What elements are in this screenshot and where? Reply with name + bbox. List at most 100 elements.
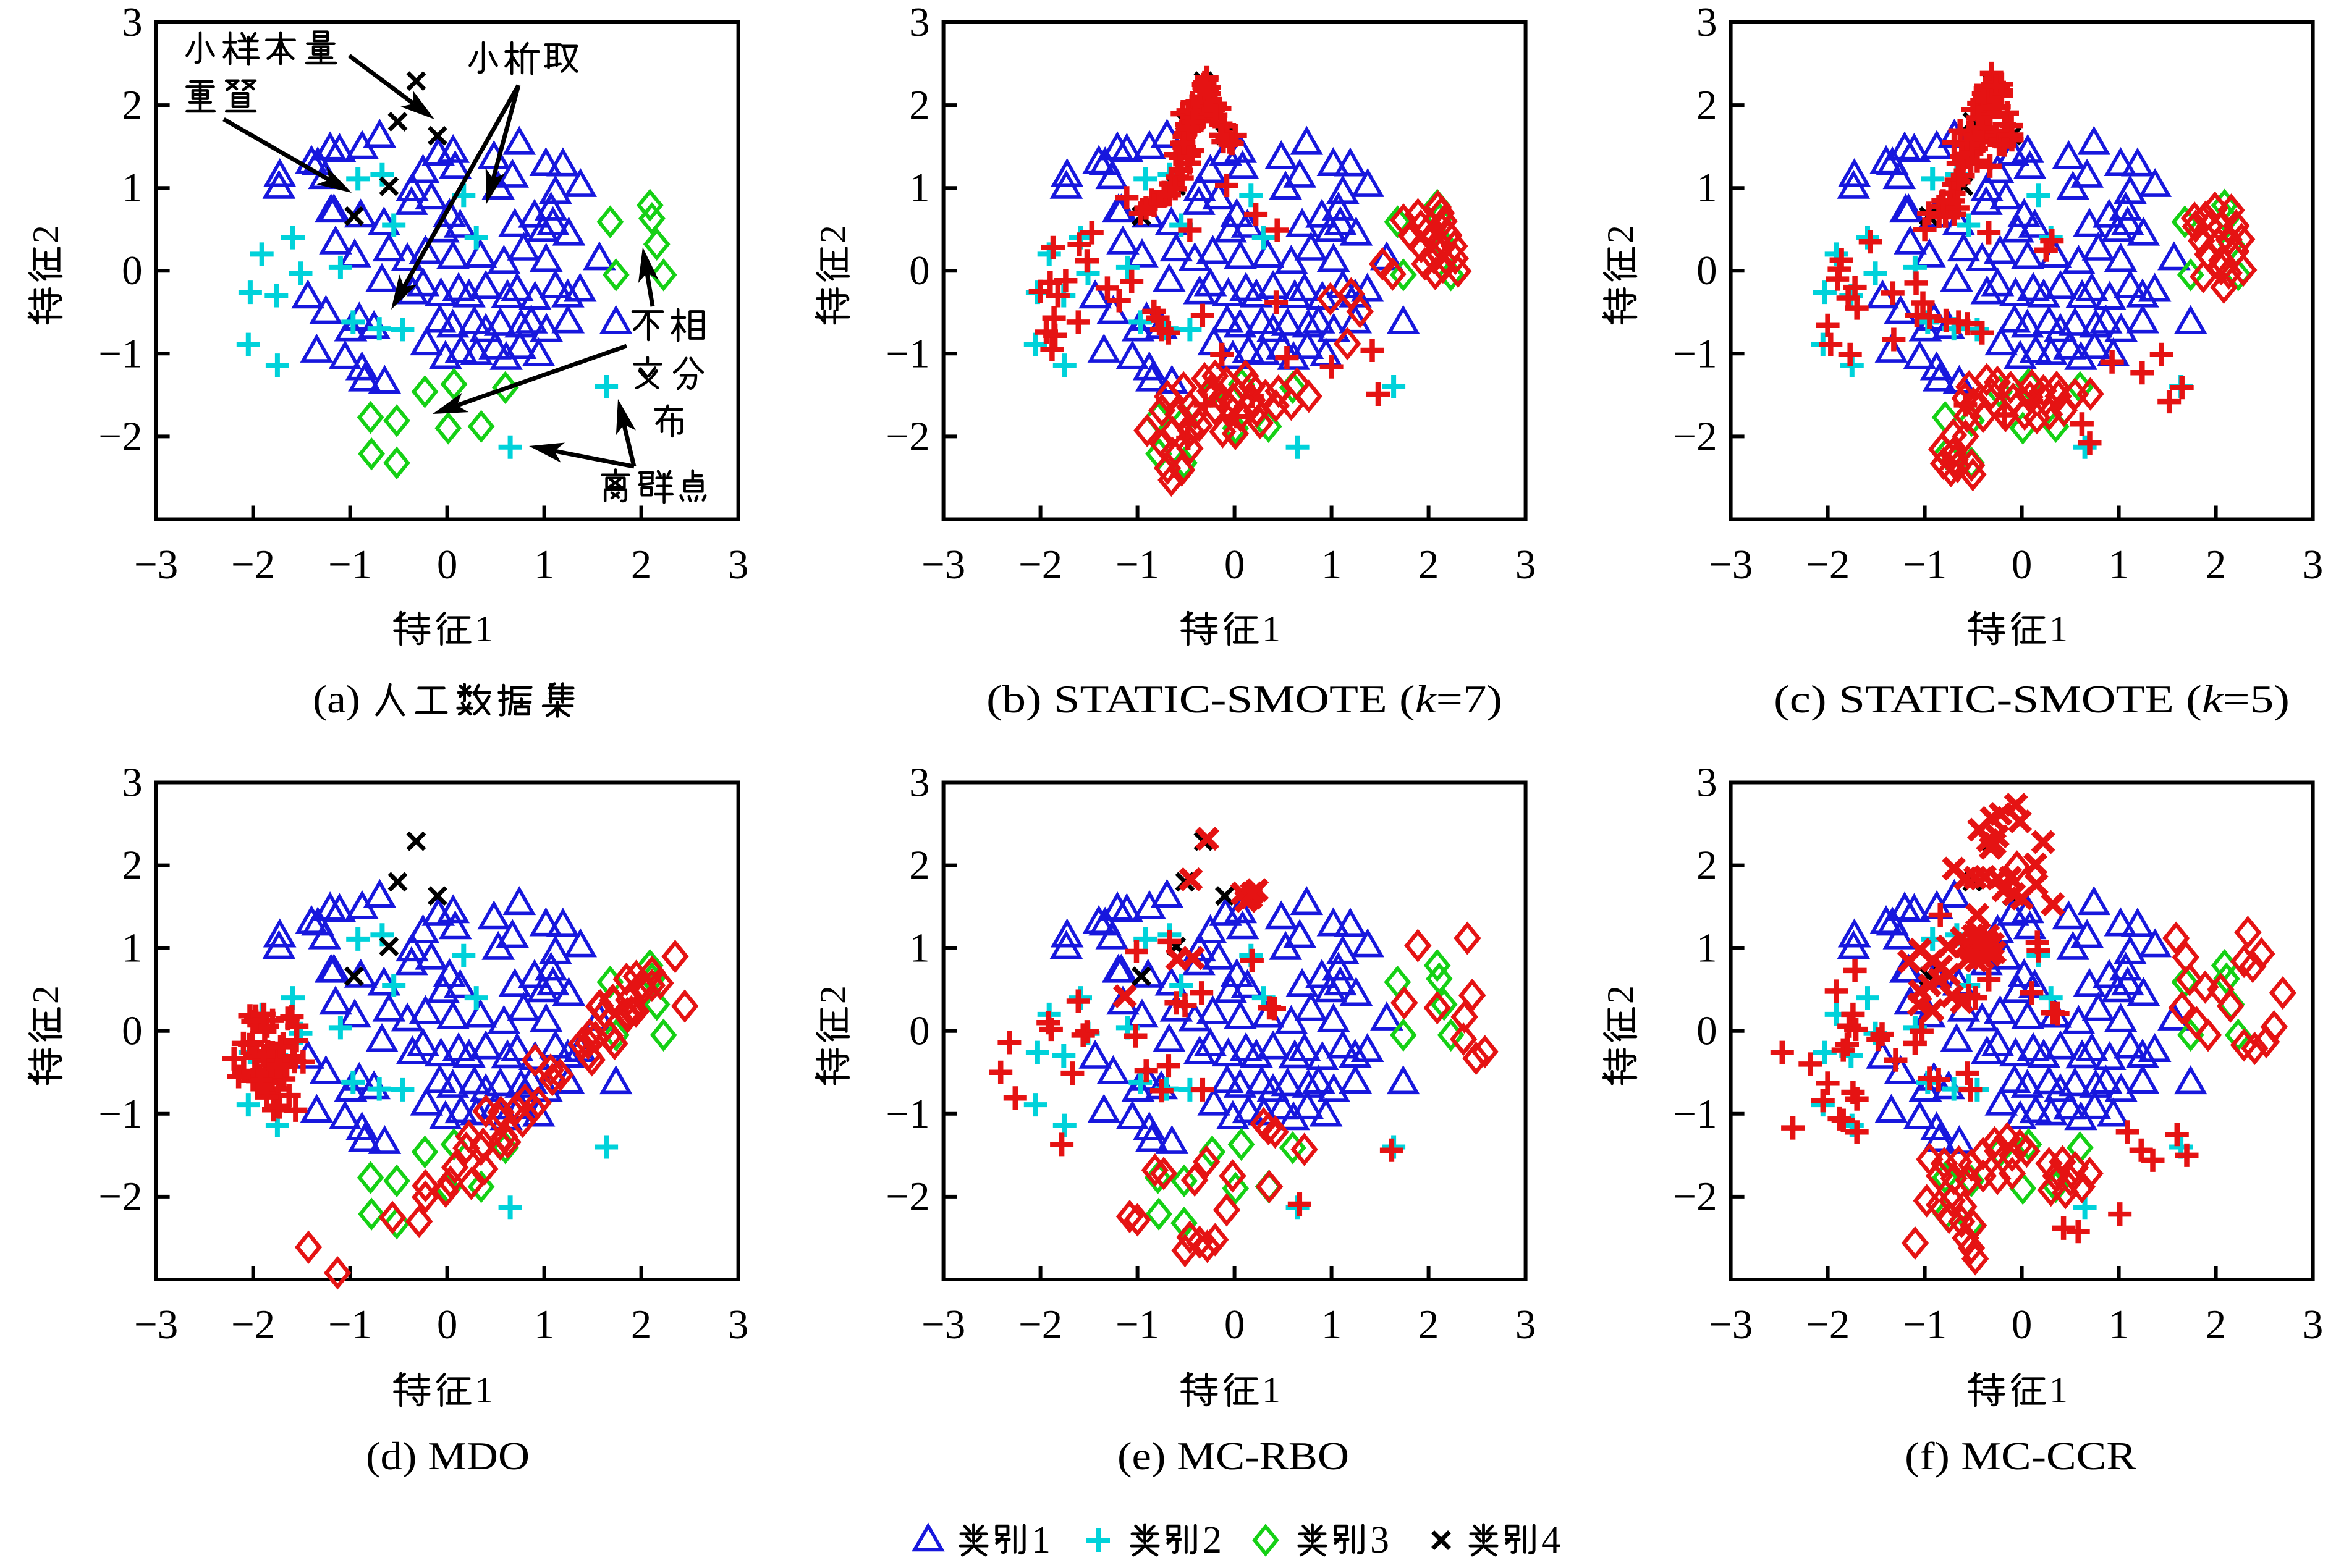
svg-text:0: 0 [909, 1008, 930, 1054]
svg-text:1: 1 [2049, 1370, 2068, 1410]
svg-text:1: 1 [1031, 1519, 1051, 1561]
svg-text:3: 3 [2303, 542, 2324, 588]
svg-text:1: 1 [534, 542, 555, 588]
svg-text:1: 1 [1696, 165, 1717, 211]
svg-text:−2: −2 [231, 542, 275, 588]
svg-text:3: 3 [728, 542, 749, 588]
svg-text:0: 0 [2012, 542, 2033, 588]
svg-text:2: 2 [1600, 225, 1641, 243]
svg-text:0: 0 [1696, 1008, 1717, 1054]
svg-text:0: 0 [2012, 1302, 2033, 1347]
svg-text:−2: −2 [886, 1174, 929, 1220]
svg-text:0: 0 [122, 248, 143, 293]
svg-text:(a): (a) [313, 677, 360, 721]
svg-text:2: 2 [2206, 1302, 2227, 1347]
svg-text:−3: −3 [921, 1302, 965, 1347]
svg-text:0: 0 [1696, 248, 1717, 293]
svg-text:−2: −2 [98, 413, 142, 459]
svg-text:2: 2 [122, 82, 143, 128]
svg-text:0: 0 [437, 542, 458, 588]
svg-text:0: 0 [1224, 542, 1245, 588]
svg-text:1: 1 [1321, 542, 1342, 588]
svg-text:1: 1 [2109, 1302, 2130, 1347]
svg-text:2: 2 [813, 985, 853, 1004]
svg-text:1: 1 [1262, 1370, 1280, 1410]
svg-text:2: 2 [813, 225, 853, 243]
svg-text:1: 1 [534, 1302, 555, 1347]
svg-text:3: 3 [1515, 542, 1536, 588]
svg-text:0: 0 [437, 1302, 458, 1347]
svg-text:−2: −2 [886, 413, 929, 459]
svg-text:2: 2 [1696, 82, 1717, 128]
svg-text:2: 2 [1696, 843, 1717, 888]
svg-text:2: 2 [122, 843, 143, 888]
svg-text:2: 2 [631, 542, 652, 588]
svg-text:−1: −1 [1903, 542, 1947, 588]
svg-text:−3: −3 [134, 542, 178, 588]
svg-text:−1: −1 [328, 1302, 372, 1347]
svg-text:3: 3 [122, 0, 143, 45]
svg-text:1: 1 [122, 165, 143, 211]
svg-text:3: 3 [122, 760, 143, 806]
svg-text:3: 3 [1370, 1519, 1389, 1561]
svg-text:−3: −3 [1709, 1302, 1753, 1347]
svg-text:(f) MC-CCR: (f) MC-CCR [1905, 1434, 2136, 1478]
svg-text:−1: −1 [328, 542, 372, 588]
svg-text:4: 4 [1541, 1519, 1560, 1561]
svg-text:−2: −2 [98, 1174, 142, 1220]
svg-text:1: 1 [1696, 925, 1717, 971]
svg-text:−2: −2 [231, 1302, 275, 1347]
svg-text:3: 3 [1515, 1302, 1536, 1347]
svg-text:3: 3 [909, 0, 930, 45]
svg-text:1: 1 [909, 925, 930, 971]
svg-text:3: 3 [909, 760, 930, 806]
svg-text:2: 2 [909, 82, 930, 128]
svg-text:−1: −1 [886, 331, 929, 376]
svg-text:−1: −1 [1115, 1302, 1159, 1347]
svg-text:−3: −3 [921, 542, 965, 588]
svg-text:3: 3 [728, 1302, 749, 1347]
svg-text:1: 1 [909, 165, 930, 211]
svg-text:2: 2 [1418, 1302, 1439, 1347]
svg-text:1: 1 [122, 925, 143, 971]
svg-text:1: 1 [2109, 542, 2130, 588]
svg-text:1: 1 [475, 1370, 493, 1410]
svg-text:3: 3 [1696, 0, 1717, 45]
svg-text:0: 0 [1224, 1302, 1245, 1347]
svg-text:1: 1 [1321, 1302, 1342, 1347]
svg-text:2: 2 [2206, 542, 2227, 588]
svg-text:2: 2 [1203, 1519, 1222, 1561]
svg-text:−1: −1 [98, 331, 142, 376]
svg-text:0: 0 [909, 248, 930, 293]
svg-text:−2: −2 [1806, 542, 1850, 588]
svg-text:(e) MC-RBO: (e) MC-RBO [1117, 1434, 1349, 1478]
svg-text:1: 1 [475, 609, 493, 649]
svg-text:−3: −3 [1709, 542, 1753, 588]
svg-text:−1: −1 [98, 1091, 142, 1137]
svg-text:3: 3 [1696, 760, 1717, 806]
svg-text:1: 1 [2049, 609, 2068, 649]
svg-text:1: 1 [1262, 609, 1280, 649]
svg-text:(b) STATIC-SMOTE (k=7): (b) STATIC-SMOTE (k=7) [986, 677, 1502, 721]
svg-text:(d) MDO: (d) MDO [366, 1434, 530, 1478]
svg-text:2: 2 [25, 985, 66, 1004]
svg-text:2: 2 [631, 1302, 652, 1347]
svg-text:−2: −2 [1673, 413, 1717, 459]
svg-text:2: 2 [25, 225, 66, 243]
svg-text:0: 0 [122, 1008, 143, 1054]
svg-text:2: 2 [909, 843, 930, 888]
svg-text:(c) STATIC-SMOTE (k=5): (c) STATIC-SMOTE (k=5) [1774, 677, 2290, 721]
svg-text:2: 2 [1418, 542, 1439, 588]
svg-text:−3: −3 [134, 1302, 178, 1347]
svg-text:3: 3 [2303, 1302, 2324, 1347]
svg-text:−2: −2 [1018, 1302, 1062, 1347]
svg-text:−1: −1 [1673, 331, 1717, 376]
svg-text:−1: −1 [1903, 1302, 1947, 1347]
svg-text:2: 2 [1600, 985, 1641, 1004]
svg-text:−1: −1 [1115, 542, 1159, 588]
svg-text:−2: −2 [1806, 1302, 1850, 1347]
svg-text:−2: −2 [1018, 542, 1062, 588]
svg-text:−2: −2 [1673, 1174, 1717, 1220]
svg-text:−1: −1 [886, 1091, 929, 1137]
svg-text:−1: −1 [1673, 1091, 1717, 1137]
